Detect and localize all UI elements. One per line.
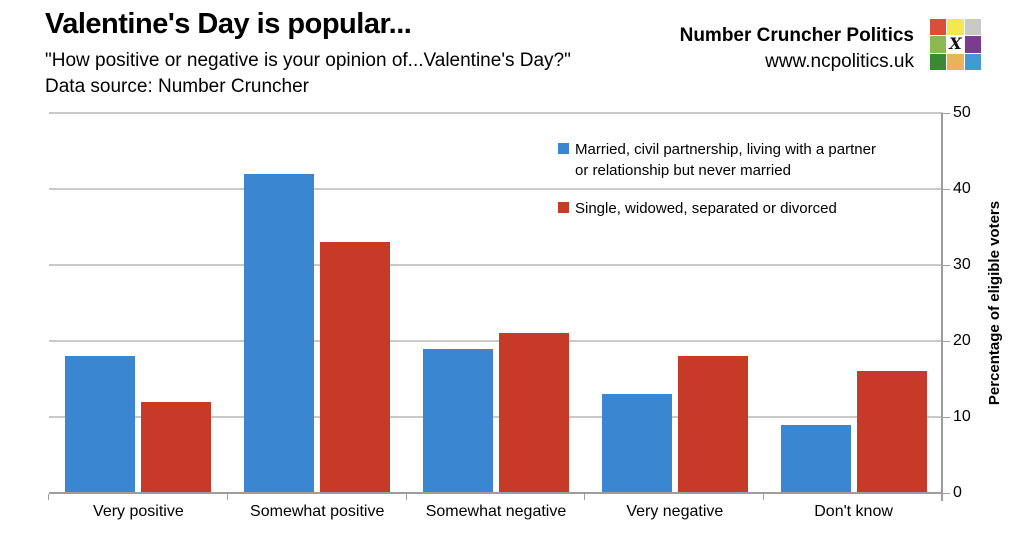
legend: Married, civil partnership, living with … — [558, 139, 889, 236]
plot-area: Married, civil partnership, living with … — [48, 112, 943, 501]
bar-married-very-negative — [601, 394, 672, 493]
bar-married-somewhat-negative — [422, 349, 493, 493]
legend-swatch-icon — [558, 143, 569, 154]
y-axis-tick — [943, 341, 950, 342]
y-tick-label-10: 10 — [953, 408, 971, 425]
x-axis-tick — [405, 494, 407, 500]
gridline-30 — [49, 264, 943, 266]
brand-block: Number Cruncher Politics www.ncpolitics.… — [680, 23, 914, 75]
x-axis-tick — [226, 494, 228, 500]
x-axis-line — [49, 492, 943, 494]
gridline-20 — [49, 340, 943, 342]
y-axis-tick — [943, 417, 950, 418]
x-tick-label-somewhat-negative: Somewhat negative — [425, 503, 567, 520]
bar-married-somewhat-positive — [244, 174, 315, 493]
logo-cell-1-1: X — [947, 34, 964, 54]
y-tick-label-30: 30 — [953, 256, 971, 273]
logo-cell-0-0 — [930, 19, 947, 36]
y-axis-title: Percentage of eligible voters — [986, 200, 1003, 406]
bar-group-don-t-know — [764, 113, 943, 493]
x-tick-label-very-positive: Very positive — [93, 503, 184, 520]
bar-group-very-negative — [585, 113, 764, 493]
legend-swatch-icon — [558, 202, 569, 213]
bar-group-very-positive — [49, 113, 228, 493]
logo-cell-0-2 — [964, 19, 981, 36]
x-axis-tick — [942, 494, 943, 500]
brand-name: Number Cruncher Politics — [679, 25, 914, 46]
y-tick-label-20: 20 — [953, 332, 971, 349]
logo-cell-2-1 — [947, 53, 964, 70]
bar-group-somewhat-positive — [228, 113, 407, 493]
y-axis-tick — [943, 265, 950, 266]
logo-cell-2-2 — [964, 53, 981, 70]
bar-single-don-t-know — [856, 371, 927, 493]
y-tick-label-40: 40 — [953, 180, 971, 197]
gridline-40 — [49, 188, 943, 190]
gridline-50 — [49, 112, 943, 114]
x-tick-label-very-negative: Very negative — [626, 503, 724, 520]
bar-group-somewhat-negative — [407, 113, 586, 493]
bar-groups — [49, 113, 943, 493]
bar-single-very-positive — [141, 402, 212, 493]
logo-cell-2-0 — [930, 53, 947, 70]
gridline-10 — [49, 416, 943, 418]
chart-title: Valentine's Day is popular... — [45, 8, 412, 40]
brand-url: www.ncpolitics.uk — [765, 51, 914, 72]
logo-x-glyph: X — [949, 34, 962, 54]
legend-label: Single, widowed, separated or divorced — [575, 200, 837, 217]
legend-entry-married: Married, civil partnership, living with … — [558, 139, 889, 181]
y-axis-tick — [943, 113, 950, 114]
y-axis-tick — [943, 493, 950, 494]
chart-subtitle: "How positive or negative is your opinio… — [45, 50, 571, 71]
y-tick-label-0: 0 — [953, 484, 962, 501]
x-tick-label-don-t-know: Don't know — [814, 503, 893, 520]
x-axis-tick — [763, 494, 765, 500]
legend-entry-single: Single, widowed, separated or divorced — [558, 198, 889, 219]
bar-single-somewhat-positive — [320, 242, 391, 493]
y-axis-line — [941, 113, 943, 501]
x-axis-tick — [48, 494, 49, 500]
x-tick-label-somewhat-positive: Somewhat positive — [250, 503, 385, 520]
logo-cell-0-1 — [947, 19, 964, 36]
data-source: Data source: Number Cruncher — [45, 76, 309, 97]
legend-label: Married, civil partnership, living with … — [575, 141, 876, 179]
bar-single-somewhat-negative — [498, 333, 569, 493]
y-tick-label-50: 50 — [953, 104, 971, 121]
bar-married-very-positive — [65, 356, 136, 493]
y-axis-tick — [943, 189, 950, 190]
bar-single-very-negative — [677, 356, 748, 493]
logo-cell-1-2 — [964, 36, 981, 53]
ncp-logo-icon: X — [930, 19, 981, 70]
x-axis-tick — [584, 494, 586, 500]
logo-cell-1-0 — [930, 36, 947, 53]
x-axis-labels: Very positive Somewhat positive Somewhat n… — [49, 503, 943, 521]
bar-married-don-t-know — [780, 425, 851, 493]
